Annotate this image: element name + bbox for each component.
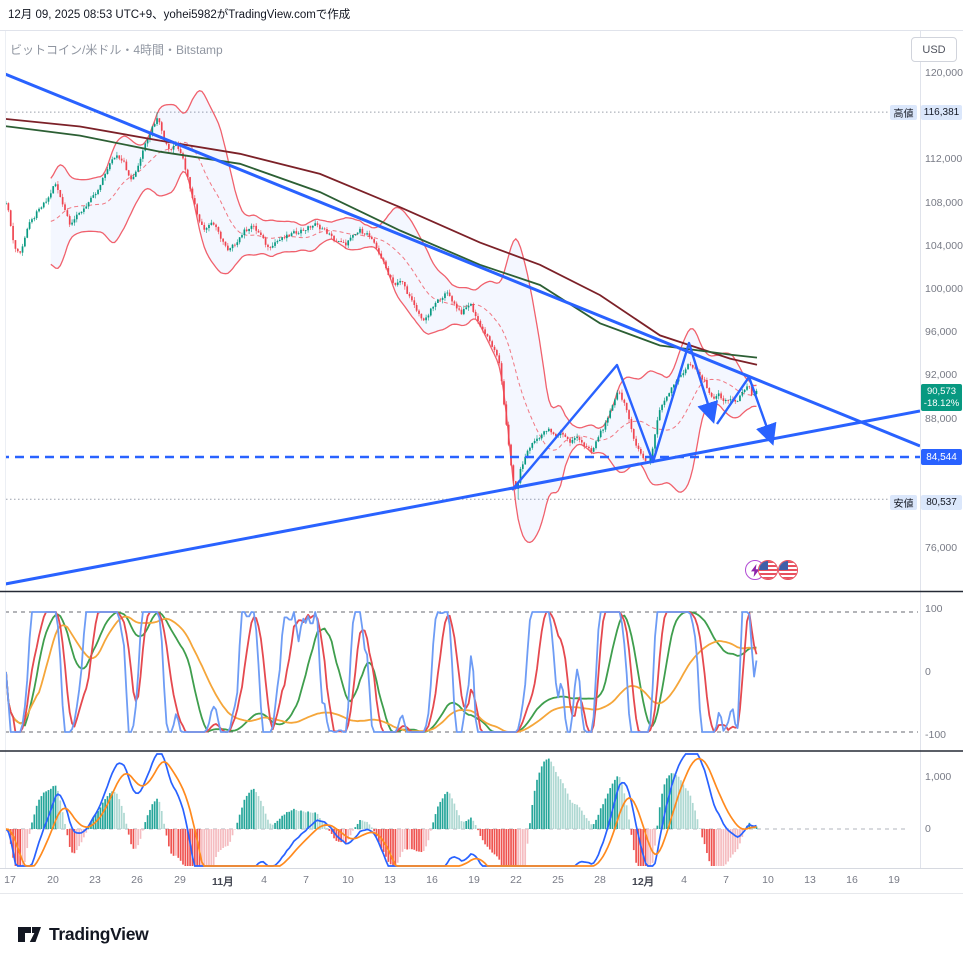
time-tick: 16 bbox=[426, 874, 438, 886]
time-tick: 28 bbox=[594, 874, 606, 886]
symbol-title: ビットコイン/米ドル・4時間・Bitstamp bbox=[10, 43, 223, 57]
last-price-badge: 90,573 -18.12% bbox=[921, 384, 962, 411]
price-tick: 76,000 bbox=[925, 542, 958, 555]
usd-flag-icon bbox=[778, 560, 798, 580]
price-tick: 108,000 bbox=[925, 196, 963, 209]
bb-upper bbox=[50, 89, 757, 429]
time-tick: 7 bbox=[723, 874, 729, 886]
macd-pane[interactable] bbox=[5, 753, 905, 867]
time-tick: 22 bbox=[510, 874, 522, 886]
time-tick: 13 bbox=[384, 874, 396, 886]
osc-tick: -100 bbox=[925, 729, 947, 741]
time-tick: 26 bbox=[131, 874, 143, 886]
osc-tick: 100 bbox=[925, 603, 943, 615]
time-tick: 12月 bbox=[632, 876, 655, 888]
snapshot-timestamp: 12月 09, 2025 08:53 UTC+9、yohei5982がTradi… bbox=[8, 9, 351, 21]
bb-basis bbox=[50, 141, 757, 451]
osc-line-medium-red bbox=[5, 611, 758, 733]
osc-line-slow-green bbox=[5, 611, 757, 733]
low-price-value: 80,537 bbox=[921, 495, 962, 510]
ascending-trendline bbox=[5, 409, 920, 586]
tradingview-logo[interactable]: TradingView bbox=[16, 921, 149, 947]
time-tick: 10 bbox=[762, 874, 774, 886]
time-tick: 11月 bbox=[212, 876, 234, 888]
descending-trendline bbox=[5, 72, 920, 448]
time-tick: 4 bbox=[681, 874, 687, 886]
time-tick: 17 bbox=[4, 874, 16, 886]
time-tick: 13 bbox=[804, 874, 816, 886]
price-tick: 120,000 bbox=[925, 67, 963, 79]
time-tick: 7 bbox=[303, 874, 309, 886]
bb-fill bbox=[50, 90, 757, 543]
macd-signal-line bbox=[5, 757, 757, 867]
time-tick: 19 bbox=[888, 874, 900, 886]
time-tick: 23 bbox=[89, 874, 101, 886]
panel-separators[interactable] bbox=[0, 590, 963, 752]
macd-tick: 0 bbox=[925, 823, 931, 835]
time-tick: 4 bbox=[261, 874, 267, 886]
low-price-label: 安値 bbox=[890, 495, 917, 510]
high-price-value: 116,381 bbox=[921, 105, 962, 120]
price-tick: 96,000 bbox=[925, 326, 958, 339]
price-tick: 100,000 bbox=[925, 283, 963, 295]
last-price: 90,573 bbox=[926, 385, 957, 397]
main-pane[interactable] bbox=[0, 72, 920, 586]
price-tick: 88,000 bbox=[925, 412, 958, 425]
osc-tick: 0 bbox=[925, 666, 931, 678]
price-tick: 104,000 bbox=[925, 239, 963, 252]
oscillator-pane[interactable] bbox=[5, 611, 918, 733]
ma-100 bbox=[5, 125, 758, 359]
time-tick: 10 bbox=[342, 874, 354, 886]
usd-flag-icon bbox=[758, 560, 778, 580]
time-tick: 29 bbox=[174, 874, 186, 886]
ma-200 bbox=[5, 118, 758, 366]
user-drawings[interactable] bbox=[0, 72, 920, 586]
zigzag-projection-a bbox=[511, 341, 719, 491]
tradingview-logo-mark bbox=[18, 927, 41, 942]
osc-line-slowest-orange bbox=[5, 615, 757, 733]
time-tick: 19 bbox=[468, 874, 480, 886]
osc-line-fast-blue bbox=[5, 611, 758, 733]
zigzag-projection-b bbox=[716, 375, 777, 446]
high-price-label: 高値 bbox=[890, 105, 917, 120]
alert-level-badge: 84,544 bbox=[921, 449, 962, 465]
tradingview-logo-text: TradingView bbox=[49, 923, 149, 944]
chart-frame bbox=[0, 30, 963, 894]
price-tick: 92,000 bbox=[925, 369, 958, 382]
macd-line bbox=[5, 753, 757, 867]
currency-button[interactable]: USD bbox=[911, 37, 957, 62]
macd-tick: 1,000 bbox=[925, 771, 952, 783]
time-tick: 20 bbox=[47, 874, 59, 886]
last-change-pct: -18.12% bbox=[923, 397, 960, 409]
time-tick: 25 bbox=[552, 874, 564, 886]
price-tick: 112,000 bbox=[925, 153, 963, 166]
time-tick: 16 bbox=[846, 874, 858, 886]
